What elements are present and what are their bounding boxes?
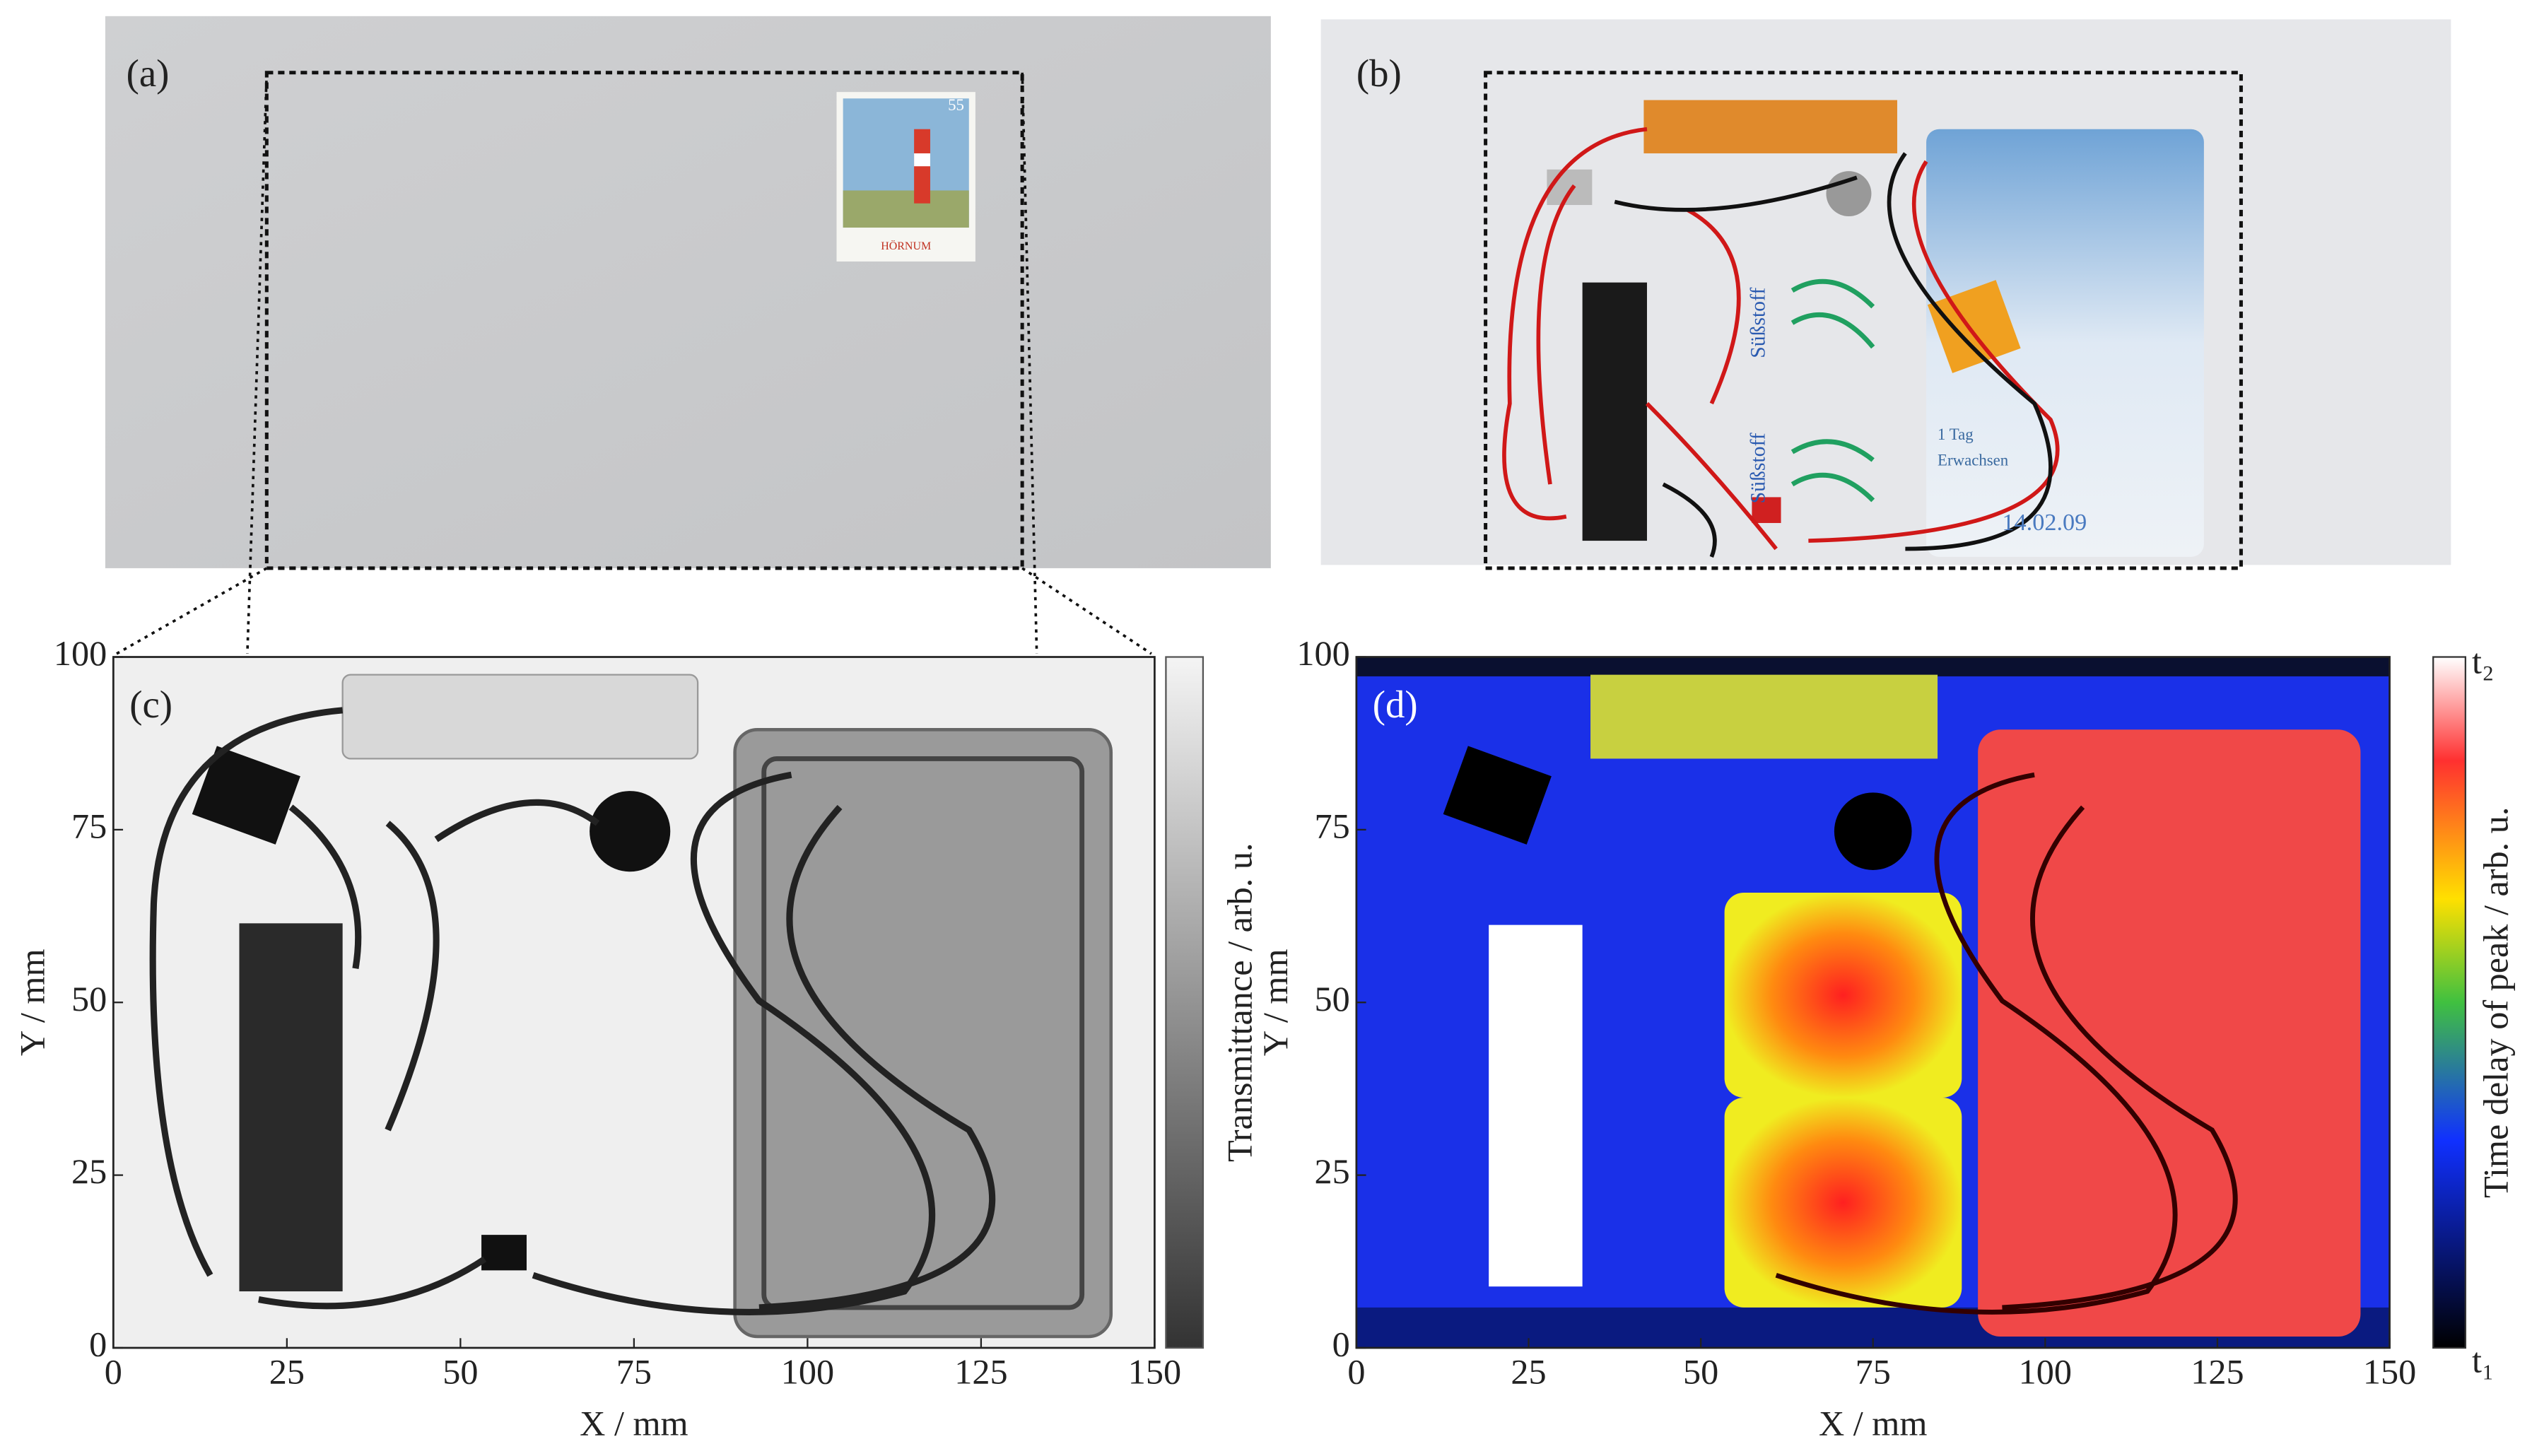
- y-tick-label: 75: [71, 806, 107, 845]
- packet-text: Süßstoff: [1747, 433, 1770, 503]
- y-tick-label: 25: [1315, 1151, 1350, 1191]
- sensor-shadow: [1834, 792, 1912, 870]
- x-tick-label: 100: [2019, 1351, 2072, 1391]
- stamp-place: HÖRNUM: [881, 240, 931, 252]
- envelope-photo: [105, 16, 1271, 568]
- wire-shadows: [149, 707, 996, 1315]
- card: [1926, 129, 2204, 557]
- x-axis-label: X / mm: [1819, 1403, 1928, 1443]
- strip-shadow: [341, 674, 699, 760]
- card-heat: [1978, 729, 2361, 1337]
- y-tick-label: 0: [89, 1325, 107, 1364]
- y-tick-label: 75: [1315, 806, 1350, 845]
- red-wires: [1502, 127, 2060, 551]
- y-tick-label: 50: [1315, 979, 1350, 1018]
- panel-c-image: [113, 657, 1155, 1348]
- chip-saturated: [1489, 924, 1583, 1287]
- transistor: [1547, 169, 1593, 206]
- x-axis-label: X / mm: [580, 1403, 688, 1443]
- capacitor: [1752, 497, 1781, 523]
- colorbar: [1165, 656, 1205, 1349]
- image-edge: [1356, 657, 2390, 676]
- x-tick-label: 0: [105, 1351, 122, 1391]
- panel-label: (a): [127, 52, 170, 95]
- zoom-lines: [116, 72, 1152, 655]
- colorbar-min: t₁: [2472, 1340, 2494, 1380]
- colorbar-label: Transmittance / arb. u.: [1220, 843, 1260, 1162]
- packet-heat: [1724, 1097, 1962, 1308]
- panel-label: (b): [1356, 52, 1402, 95]
- sensor-shadow: [590, 791, 671, 872]
- y-axis-label: Y / mm: [12, 949, 52, 1056]
- y-axis-label: Y / mm: [1255, 949, 1295, 1056]
- sweetener-marks: [1790, 278, 1875, 503]
- x-tick-label: 125: [2191, 1351, 2244, 1391]
- card-date: 14.02.09: [2002, 509, 2087, 536]
- strip-heat: [1590, 674, 1938, 759]
- x-tick-label: 50: [1683, 1351, 1718, 1391]
- card-shadow: [733, 727, 1113, 1339]
- colorbar-label: Time delay of peak / arb. u.: [2475, 807, 2515, 1198]
- packet-text: Süßstoff: [1747, 288, 1770, 358]
- colorbar-max: t₂: [2472, 641, 2494, 681]
- y-tick-label: 100: [1296, 633, 1349, 673]
- panel-label: (c): [129, 683, 172, 726]
- y-tick-label: 0: [1332, 1325, 1350, 1364]
- y-tick-label: 50: [71, 979, 107, 1018]
- panel-b: Süßstoff Süßstoff 1 Tag Erwachsen 14.02.…: [1320, 19, 2451, 570]
- capacitor-shadow: [481, 1235, 527, 1271]
- panel-d-image: [1356, 657, 2390, 1348]
- card-text: Erwachsen: [1938, 451, 2009, 469]
- x-tick-label: 100: [781, 1351, 834, 1391]
- chip-shadow: [239, 923, 343, 1292]
- antenna: [761, 756, 1085, 1310]
- card-text: 1 Tag: [1938, 425, 1974, 443]
- y-tick-label: 25: [71, 1151, 107, 1191]
- transistor-shadow: [1443, 746, 1552, 845]
- x-tick-label: 75: [616, 1351, 652, 1391]
- panel-label: (d): [1373, 683, 1418, 726]
- y-tick-label: 100: [54, 633, 107, 673]
- x-tick-label: 25: [269, 1351, 305, 1391]
- sensor: [1826, 171, 1872, 217]
- packet-heat: [1724, 892, 1962, 1098]
- transistor-shadow: [192, 746, 300, 845]
- colorbar: [2432, 656, 2467, 1349]
- x-tick-label: 150: [1128, 1351, 1181, 1391]
- stamp-value: 55: [948, 96, 964, 114]
- x-tick-label: 150: [2363, 1351, 2416, 1391]
- region-outline: [1484, 71, 2243, 570]
- black-wires: [1614, 152, 2053, 558]
- wire-shadows: [1775, 772, 2238, 1315]
- heater-strip: [1643, 100, 1897, 153]
- x-tick-label: 125: [954, 1351, 1007, 1391]
- x-tick-label: 50: [442, 1351, 478, 1391]
- stamp-dune: [843, 190, 969, 228]
- chip: [1582, 282, 1647, 541]
- x-tick-label: 0: [1347, 1351, 1365, 1391]
- lighthouse-band: [914, 153, 930, 167]
- region-outline: [264, 71, 1024, 570]
- x-tick-label: 75: [1856, 1351, 1891, 1391]
- x-tick-label: 25: [1511, 1351, 1546, 1391]
- panel-a: 55 HÖRNUM (a): [105, 16, 1271, 655]
